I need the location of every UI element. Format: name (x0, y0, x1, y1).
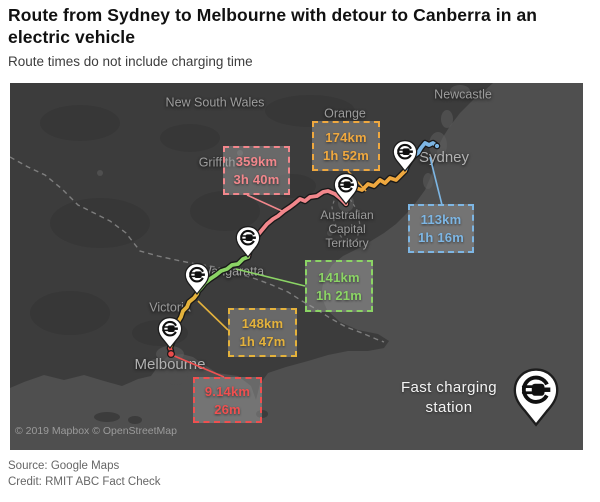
island (128, 416, 142, 424)
route-casing (166, 139, 441, 358)
callout-time: 26m (214, 401, 241, 417)
source-line: Source: Google Maps (8, 460, 120, 472)
place-label-griffith: Griffith (198, 155, 236, 170)
footer: Source: Google Maps Credit: RMIT ABC Fac… (8, 459, 161, 490)
place-label-act: Australian Capital Territory (320, 207, 374, 251)
island (256, 410, 268, 418)
terrain-texture (30, 95, 355, 346)
island (94, 412, 120, 422)
melbourne-end-dot (167, 350, 176, 359)
route-map: New South Wales Newcastle Orange Griffit… (10, 83, 583, 450)
port-phillip-bay (164, 359, 188, 385)
nsw-vic-border-dashed (10, 156, 385, 343)
route-segment-inland-leg (246, 189, 348, 259)
callout-time: 1h 52m (322, 147, 369, 163)
callout-sydney-leg: 113km 1h 16m (408, 204, 474, 253)
place-label-orange: Orange (324, 106, 366, 121)
fast-charging-pin-5 (157, 316, 183, 350)
legend-fast-charging-pin-icon (512, 367, 560, 427)
fast-charging-pin-4-wangaratta (184, 262, 210, 296)
header: Route from Sydney to Melbourne with deto… (8, 4, 594, 69)
connector-9km (171, 354, 225, 378)
callout-distance: 9.14km (204, 383, 251, 399)
sydney-start-dot (433, 142, 441, 150)
place-label-new-south-wales: New South Wales (165, 95, 265, 110)
callout-time: 1h 47m (239, 334, 286, 349)
callout-distance: 359km (235, 154, 278, 169)
page-subtitle: Route times do not include charging time (8, 53, 253, 69)
callout-distance: 148km (241, 316, 284, 331)
connector-141km (235, 268, 306, 287)
credit-line: Credit: RMIT ABC Fact Check (8, 475, 161, 488)
callout-melbourne-leg: 148km 1h 47m (228, 308, 297, 357)
callout-time: 3h 40m (233, 172, 280, 187)
callout-distance: 174km (325, 129, 367, 145)
callout-wangaratta-leg: 141km 1h 21m (305, 260, 373, 312)
connector-148km (197, 300, 229, 331)
callout-canberra-leg: 174km 1h 52m (312, 121, 380, 171)
place-label-melbourne: Melbourne (134, 356, 206, 374)
connector-113km (429, 156, 443, 206)
map-route-layer (157, 139, 560, 427)
fast-charging-pin-1 (392, 139, 418, 173)
legend-label: Fast charging station (400, 379, 498, 416)
callout-inland-leg: 359km 3h 40m (223, 146, 290, 195)
callout-distance: 113km (420, 212, 462, 227)
callout-distance: 141km (318, 269, 360, 285)
place-label-newcastle: Newcastle (434, 87, 492, 102)
page-title: Route from Sydney to Melbourne with deto… (8, 5, 538, 48)
fast-charging-pin-3 (235, 225, 261, 259)
callout-time: 1h 21m (315, 287, 362, 303)
callout-time: 1h 16m (417, 230, 464, 245)
connector-359km (246, 194, 283, 212)
callout-melbourne-final: 9.14km 26m (193, 377, 262, 423)
map-attribution: © 2019 Mapbox © OpenStreetMap (15, 425, 177, 437)
